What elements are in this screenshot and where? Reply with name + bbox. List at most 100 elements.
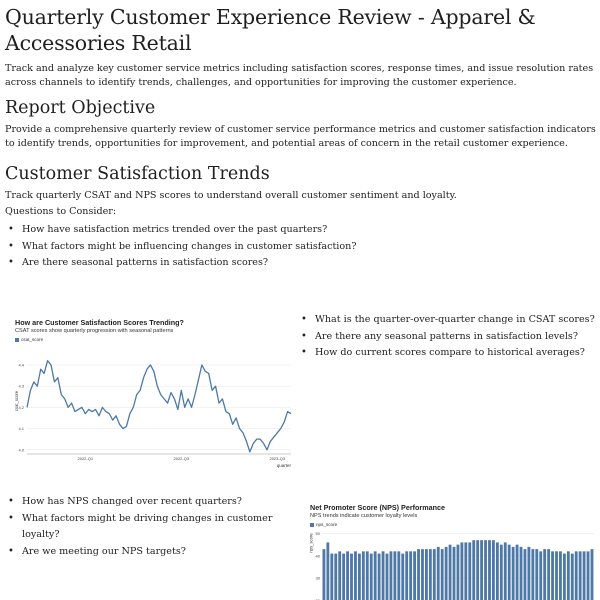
nps-bar bbox=[405, 551, 409, 600]
nps-bar bbox=[444, 546, 448, 600]
nps-bar bbox=[492, 540, 495, 600]
nps-bar bbox=[397, 551, 401, 600]
list-item: What is the quarter-over-quarter change … bbox=[301, 312, 595, 329]
x-tick-label: 2023-Q3 bbox=[269, 456, 285, 461]
x-axis-label: quarter bbox=[277, 463, 292, 468]
nps-bar bbox=[456, 544, 460, 600]
y-axis-label: csat_score bbox=[15, 390, 19, 411]
list-item: Are there any seasonal patterns in satis… bbox=[301, 329, 595, 346]
nps-bar bbox=[385, 553, 389, 600]
nps-bar bbox=[393, 551, 397, 600]
nps-bar bbox=[365, 551, 369, 600]
nps-bar bbox=[417, 549, 420, 600]
nps-bar bbox=[346, 551, 349, 600]
nps-bar bbox=[389, 551, 393, 600]
nps-legend: nps_score bbox=[310, 522, 596, 527]
nps-bar bbox=[460, 542, 464, 600]
page-title: Quarterly Customer Experience Review - A… bbox=[5, 5, 536, 55]
nps-bar-plot: 50 40 30 20 nps_score bbox=[310, 531, 594, 600]
nps-bar bbox=[476, 540, 480, 600]
nps-bar bbox=[527, 546, 531, 600]
satisfaction-heading: Customer Satisfaction Trends bbox=[5, 164, 270, 184]
csat-series-line bbox=[26, 360, 292, 453]
y-tick-label: 4.0 bbox=[18, 447, 24, 452]
nps-bar bbox=[511, 546, 515, 600]
objective-heading: Report Objective bbox=[5, 98, 156, 118]
nps-chart: Net Promoter Score (NPS) Performance NPS… bbox=[310, 503, 596, 600]
list-item: How have satisfaction metrics trended ov… bbox=[8, 222, 597, 239]
csat-chart-subtitle: CSAT scores show quarterly progression w… bbox=[15, 328, 174, 334]
nps-bar bbox=[551, 551, 554, 600]
nps-bar bbox=[570, 553, 574, 600]
y-tick-label: 20 bbox=[316, 598, 321, 600]
nps-bar bbox=[440, 549, 444, 600]
nps-bar bbox=[424, 549, 428, 600]
satisfaction-question-list: How have satisfaction metrics trended ov… bbox=[5, 222, 597, 272]
nps-bar bbox=[468, 542, 472, 600]
x-tick-label: 2022-Q3 bbox=[173, 456, 189, 461]
csat-questions: What is the quarter-over-quarter change … bbox=[300, 312, 595, 362]
nps-bar bbox=[562, 553, 566, 600]
nps-bar bbox=[507, 544, 511, 600]
nps-bar bbox=[322, 549, 326, 600]
nps-bar bbox=[519, 546, 523, 600]
nps-bar bbox=[452, 546, 456, 600]
list-item: What factors might be driving changes in… bbox=[8, 511, 295, 544]
nps-bar bbox=[555, 551, 558, 600]
csat-legend: csat_score bbox=[15, 337, 300, 342]
nps-bar bbox=[480, 540, 484, 600]
nps-bar bbox=[369, 553, 373, 600]
nps-questions: How has NPS changed over recent quarters… bbox=[5, 494, 295, 560]
csat-chart: How are Customer Satisfaction Scores Tre… bbox=[15, 318, 300, 468]
nps-chart-subtitle: NPS trends indicate customer loyalty lev… bbox=[310, 513, 418, 519]
nps-bar bbox=[531, 549, 535, 600]
y-tick-label: 40 bbox=[316, 553, 321, 558]
nps-legend-label: nps_score bbox=[316, 522, 338, 527]
nps-bar bbox=[357, 553, 361, 600]
list-item: How has NPS changed over recent quarters… bbox=[8, 494, 295, 511]
legend-swatch bbox=[15, 337, 19, 342]
questions-label: Questions to Consider: bbox=[5, 205, 117, 217]
nps-bar bbox=[484, 540, 487, 600]
nps-bar bbox=[590, 549, 594, 600]
nps-bar bbox=[361, 551, 365, 600]
nps-bar bbox=[334, 553, 338, 600]
nps-bar bbox=[448, 544, 452, 600]
legend-swatch bbox=[310, 522, 314, 527]
nps-bar bbox=[472, 540, 476, 600]
y-axis-label: nps_score bbox=[310, 533, 314, 553]
nps-bar bbox=[338, 551, 342, 600]
nps-bar bbox=[401, 553, 405, 600]
nps-bar bbox=[582, 551, 586, 600]
nps-bar bbox=[503, 542, 507, 600]
objective-text: Provide a comprehensive quarterly review… bbox=[5, 124, 596, 149]
list-item: How do current scores compare to histori… bbox=[301, 345, 595, 362]
nps-bar bbox=[409, 551, 413, 600]
nps-bar bbox=[535, 549, 539, 600]
nps-bar bbox=[566, 551, 570, 600]
y-tick-label: 50 bbox=[316, 531, 321, 536]
x-tick-label: 2022-Q1 bbox=[77, 456, 93, 461]
intro-text: Track and analyze key customer service m… bbox=[5, 63, 594, 88]
nps-bar bbox=[373, 551, 377, 600]
nps-bar bbox=[543, 549, 547, 600]
nps-bar bbox=[436, 546, 440, 600]
satisfaction-text: Track quarterly CSAT and NPS scores to u… bbox=[5, 190, 457, 201]
nps-bar bbox=[354, 551, 357, 600]
nps-bar bbox=[326, 542, 330, 600]
y-tick-label: 30 bbox=[316, 576, 321, 581]
nps-bar bbox=[432, 549, 436, 600]
nps-bar bbox=[547, 549, 551, 600]
csat-line-plot: 4.4 4.3 4.2 4.1 4.0 2022-Q1 2022-Q3 2023-Q3 quar… bbox=[15, 360, 292, 468]
nps-bar bbox=[464, 542, 468, 600]
nps-bar bbox=[330, 553, 334, 600]
nps-bar bbox=[413, 551, 417, 600]
y-tick-label: 4.3 bbox=[18, 384, 24, 389]
nps-bar bbox=[523, 549, 527, 600]
nps-bar bbox=[381, 551, 385, 600]
nps-bar bbox=[350, 553, 353, 600]
csat-chart-title: How are Customer Satisfaction Scores Tre… bbox=[15, 318, 184, 327]
y-tick-label: 4.4 bbox=[18, 362, 24, 367]
nps-bar bbox=[515, 544, 519, 600]
list-item: Are there seasonal patterns in satisfact… bbox=[8, 255, 597, 272]
